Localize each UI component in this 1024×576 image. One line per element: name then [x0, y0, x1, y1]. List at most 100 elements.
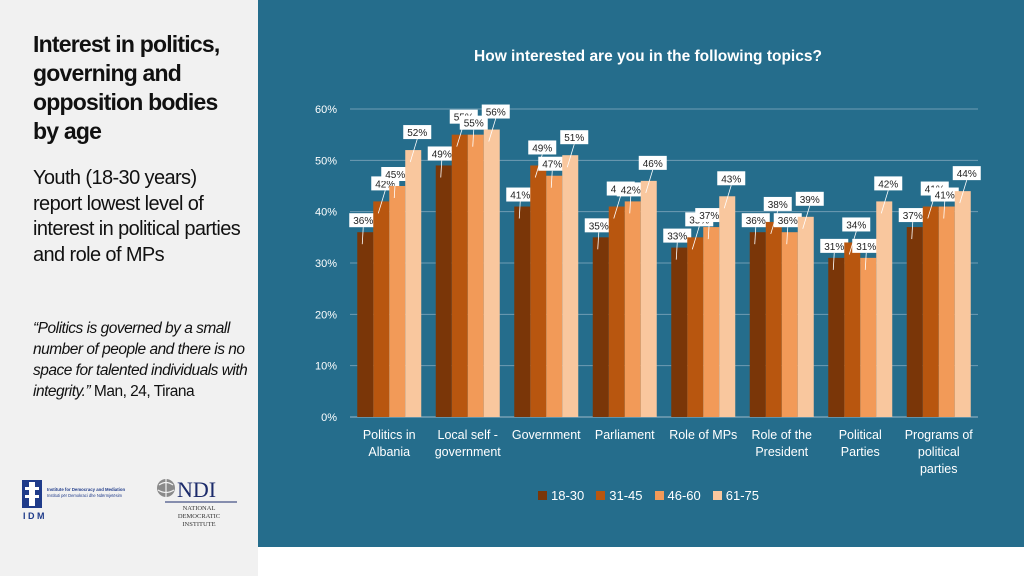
x-category-label: Local self - government [426, 427, 510, 461]
x-category-line: Political [838, 428, 882, 442]
idm-logo-abbr: I D M [23, 511, 45, 520]
bar [844, 242, 861, 417]
data-label: 42% [878, 179, 898, 190]
x-category-label: Political Parties [818, 427, 902, 461]
label-box [616, 182, 645, 197]
label-leader [911, 222, 914, 240]
label-leader [943, 201, 946, 219]
y-tick-label: 50% [315, 155, 337, 167]
data-label: 37% [903, 211, 923, 222]
bar [781, 232, 798, 417]
y-tick-label: 0% [321, 412, 337, 424]
data-label: 36% [353, 216, 373, 227]
bar-chart: 0%10%20%30%40%50%60%36%42%45%52%49%55%55… [315, 104, 981, 424]
bar [592, 237, 609, 417]
data-label: 49% [532, 143, 552, 154]
data-label: 56% [486, 108, 506, 119]
ndi-logo-line1: NATIONAL [183, 505, 216, 512]
bar [608, 206, 625, 417]
x-category-label: Role of MPs [661, 427, 745, 444]
quote-text-body: Politics is governed by a small number o… [33, 320, 248, 400]
label-box [638, 155, 667, 170]
label-leader [377, 190, 386, 214]
label-box [427, 146, 456, 161]
label-leader [440, 160, 443, 178]
label-box [459, 115, 488, 130]
y-tick-label: 60% [315, 104, 337, 116]
quote: “Politics is governed by a small number … [33, 318, 248, 402]
label-leader [518, 201, 521, 219]
x-category-line: Programs of [904, 428, 973, 442]
label-box [717, 171, 746, 186]
label-box [874, 176, 903, 191]
x-category-line: government [434, 445, 501, 459]
label-leader [629, 196, 632, 214]
label-box [560, 130, 589, 145]
quote-text: “Politics is governed by a small number … [33, 320, 248, 400]
bar [954, 191, 971, 417]
data-label: 41% [935, 191, 955, 202]
x-category-line: Role of MPs [669, 428, 738, 442]
data-label: 37% [699, 211, 719, 222]
legend-swatch [712, 491, 722, 500]
bar [546, 175, 563, 417]
data-label: 41% [510, 191, 530, 202]
bar [749, 232, 766, 417]
bar [703, 227, 720, 417]
label-leader [393, 180, 396, 199]
legend-label: 46-60 [667, 488, 701, 503]
page-title: Interest in politics, governing and oppo… [33, 31, 220, 144]
label-leader [880, 190, 889, 214]
data-label: 36% [746, 216, 766, 227]
ndi-logo-line3: INSTITUTE [182, 521, 215, 528]
label-box [763, 196, 792, 211]
label-leader [645, 169, 654, 193]
label-leader [675, 242, 678, 260]
ndi-logo-line2: DEMOCRATIC [178, 513, 220, 520]
bar [451, 134, 468, 417]
legend-item: 61-75 [712, 488, 759, 503]
bar [357, 232, 374, 417]
x-category-label: Politics in Albania [347, 427, 431, 461]
bar [671, 247, 688, 417]
x-category-label: Government [504, 427, 588, 444]
page-subtitle: Youth (18-30 years) report lowest level … [33, 167, 241, 266]
y-tick-label: 30% [315, 258, 337, 270]
data-label: 38% [768, 200, 788, 211]
label-leader [566, 144, 575, 168]
label-leader [613, 195, 622, 219]
x-category-line: President [755, 445, 809, 459]
label-box [528, 140, 557, 155]
label-box [663, 228, 692, 243]
label-box [842, 217, 871, 232]
ndi-logo: NDI NATIONAL DEMOCRATIC INSTITUTE [157, 477, 237, 528]
y-tick-label: 20% [315, 309, 337, 321]
x-category-line: political [917, 445, 960, 459]
data-label: 44% [957, 169, 977, 180]
legend-item: 46-60 [654, 488, 701, 503]
x-category-line: Local self - [437, 428, 498, 442]
bar [860, 257, 877, 417]
x-category-line: Role of the [751, 428, 812, 442]
bar [797, 216, 814, 417]
x-category-line: Parliament [594, 428, 655, 442]
data-label: 31% [824, 242, 844, 253]
legend: 18-30 31-45 46-60 61-75 [538, 488, 759, 503]
label-box [349, 213, 378, 228]
label-leader [597, 232, 600, 250]
bar [467, 134, 484, 417]
idm-logo: I D M Institute for Democracy and Mediat… [22, 480, 125, 520]
label-leader [691, 226, 700, 250]
legend-label: 31-45 [609, 488, 643, 503]
data-label: 51% [564, 133, 584, 144]
ndi-logo-abbr: NDI [177, 477, 216, 502]
bar [906, 227, 923, 417]
label-leader [550, 170, 553, 188]
label-box [506, 187, 535, 202]
x-category-label: Role of the President [740, 427, 824, 461]
legend-item: 18-30 [538, 488, 584, 503]
label-box [538, 156, 567, 171]
label-leader [488, 118, 497, 142]
data-label: 39% [800, 195, 820, 206]
label-leader [832, 252, 835, 270]
